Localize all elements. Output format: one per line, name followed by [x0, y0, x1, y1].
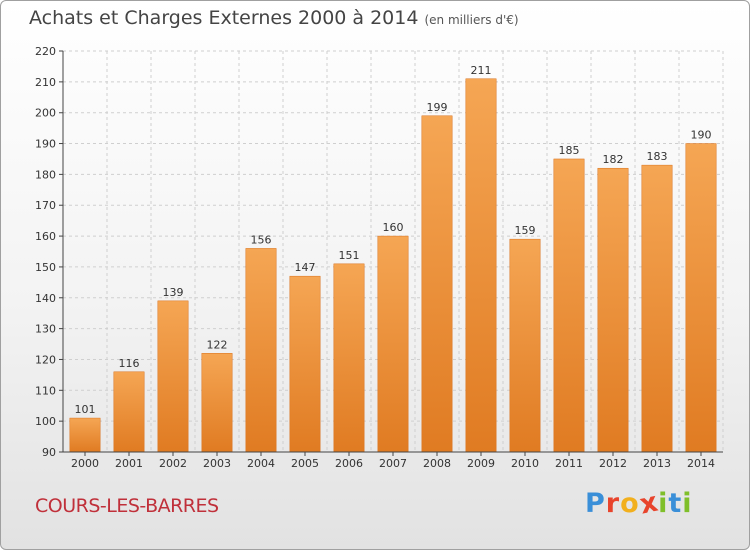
bar-value-label: 199 [427, 101, 448, 114]
x-tick-label: 2010 [511, 457, 539, 470]
bar-value-label: 211 [471, 64, 492, 77]
y-tick-label: 190 [35, 138, 56, 151]
brand-letter: i [682, 488, 693, 519]
x-tick-label: 2012 [599, 457, 627, 470]
y-tick-label: 180 [35, 168, 56, 181]
bar-value-label: 156 [251, 233, 272, 246]
y-tick-label: 210 [35, 76, 56, 89]
x-tick-label: 2000 [71, 457, 99, 470]
y-tick-label: 130 [35, 323, 56, 336]
bar [465, 78, 497, 453]
bar [421, 115, 453, 453]
bar [597, 167, 629, 453]
grid-layer [62, 50, 724, 453]
brand-letter: r [605, 488, 621, 519]
brand-letter: P [585, 488, 606, 519]
y-tick-label: 220 [35, 45, 56, 58]
bar [113, 371, 145, 453]
bar-layer: 101 116 139 122 156 147 151 160 199 211 159 185 182 1… [69, 64, 717, 453]
bar [377, 235, 409, 453]
y-tick-label: 110 [35, 384, 56, 397]
x-tick-label: 2001 [115, 457, 143, 470]
bar-value-label: 147 [295, 261, 316, 274]
y-tick-label: 100 [35, 415, 56, 428]
chart-unit: (en milliers d'€) [424, 13, 519, 27]
x-tick-label: 2004 [247, 457, 275, 470]
x-tick-label: 2003 [203, 457, 231, 470]
brand-letter: t [668, 488, 683, 519]
x-tick-label: 2009 [467, 457, 495, 470]
brand-logo: Proxiti [585, 486, 693, 520]
brand-letter: i [658, 488, 669, 519]
bar-value-label: 159 [515, 224, 536, 237]
town-name: COURS-LES-BARRES [35, 495, 219, 517]
y-tick-label: 90 [42, 446, 56, 459]
bar-value-label: 116 [119, 357, 140, 370]
x-tick-label: 2008 [423, 457, 451, 470]
y-tick-label: 160 [35, 230, 56, 243]
bar [201, 353, 233, 453]
axis-layer: 90 100 110 120 130 140 150 160 170 180 190 200 210 22… [35, 45, 723, 470]
bar-value-label: 190 [691, 129, 712, 142]
bar-value-label: 151 [339, 249, 360, 262]
bar [509, 238, 541, 453]
x-tick-label: 2005 [291, 457, 319, 470]
y-tick-label: 170 [35, 199, 56, 212]
bar-value-label: 185 [559, 144, 580, 157]
y-tick-label: 150 [35, 261, 56, 274]
bar [157, 300, 189, 453]
bar [553, 158, 585, 453]
bar [245, 248, 277, 453]
chart-title-text: Achats et Charges Externes 2000 à 2014 [29, 7, 419, 29]
bar [641, 164, 673, 453]
x-tick-label: 2006 [335, 457, 363, 470]
bar [685, 143, 717, 453]
y-tick-label: 140 [35, 292, 56, 305]
bar-value-label: 122 [207, 338, 228, 351]
y-tick-label: 200 [35, 107, 56, 120]
bar-value-label: 160 [383, 221, 404, 234]
bar-value-label: 183 [647, 150, 668, 163]
chart-title: Achats et Charges Externes 2000 à 2014 (e… [29, 7, 519, 29]
y-tick-label: 120 [35, 353, 56, 366]
bar-value-label: 139 [163, 286, 184, 299]
x-tick-label: 2007 [379, 457, 407, 470]
x-tick-label: 2014 [687, 457, 715, 470]
bar [289, 275, 321, 453]
bar [69, 417, 101, 453]
bar-value-label: 101 [75, 403, 96, 416]
bar-value-label: 182 [603, 153, 624, 166]
x-tick-label: 2002 [159, 457, 187, 470]
bar [333, 263, 365, 453]
x-tick-label: 2011 [555, 457, 583, 470]
x-tick-label: 2013 [643, 457, 671, 470]
brand-letter: o [620, 488, 640, 519]
